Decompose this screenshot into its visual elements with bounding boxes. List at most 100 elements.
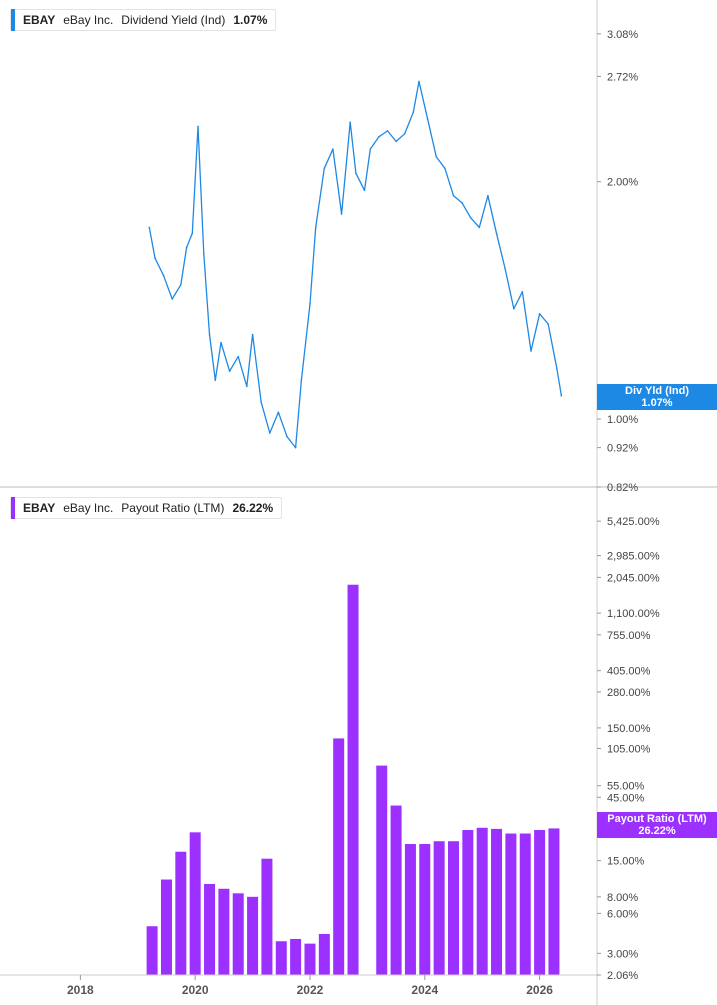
- payout-legend-value: 26.22%: [232, 501, 274, 515]
- payout-legend-ticker: EBAY: [23, 501, 56, 515]
- dividend-yield-point: [395, 140, 397, 143]
- payout-legend: EBAY eBay Inc. Payout Ratio (LTM) 26.22%: [10, 497, 283, 519]
- y-tick-label: 15.00%: [607, 856, 645, 868]
- dividend-yield-point: [452, 194, 455, 197]
- dividend-yield-point: [237, 355, 240, 358]
- payout-ratio-bar: [519, 833, 531, 975]
- payout-ratio-bar: [189, 832, 201, 975]
- y-tick-label: 0.82%: [607, 482, 638, 494]
- dividend-yield-point: [228, 370, 231, 372]
- y-tick-label: 2.06%: [607, 970, 638, 982]
- y-tick-label: 2,045.00%: [607, 572, 660, 584]
- dividend-yield-point: [530, 350, 532, 352]
- y-tick-label: 6.00%: [607, 908, 638, 920]
- dividend-yield-point: [294, 446, 297, 449]
- dividend-yield-point: [349, 121, 351, 123]
- x-tick-label: 2018: [67, 983, 94, 997]
- payout-ratio-bar: [160, 879, 172, 975]
- dividend-yield-point: [363, 189, 366, 192]
- payout-bars-layer: [146, 584, 560, 975]
- x-tick-label: 2024: [411, 983, 438, 997]
- dividend-yield-point: [191, 232, 194, 235]
- payout-ratio-bar: [419, 844, 431, 975]
- payout-ratio-bar: [534, 830, 546, 975]
- x-tick-label: 2026: [526, 983, 553, 997]
- dividend-yield-point: [340, 213, 343, 215]
- dividend-yield-point: [251, 333, 254, 336]
- dividend-yield-point: [403, 133, 406, 135]
- payout-ratio-bar: [175, 851, 187, 975]
- dividend-yield-point: [444, 167, 446, 170]
- dividend-yield-point: [185, 246, 188, 249]
- dividend-yield-point: [202, 253, 205, 255]
- payout-ratio-bar: [491, 828, 503, 975]
- payout-ratio-bar: [476, 827, 488, 975]
- dividend-yield-point: [300, 379, 303, 382]
- dividend-yield-point: [412, 111, 415, 114]
- yield-legend-ticker: EBAY: [23, 13, 56, 27]
- x-tick-label: 2020: [182, 983, 209, 997]
- dividend-yield-point: [378, 136, 380, 138]
- dividend-yield-point: [435, 156, 438, 158]
- y-tick-label: 45.00%: [607, 792, 645, 804]
- payout-ratio-bar: [347, 584, 359, 975]
- payout-ratio-bar: [404, 844, 416, 975]
- payout-ratio-bar: [261, 858, 273, 975]
- payout-ratio-bar: [304, 943, 316, 975]
- dividend-yield-point: [332, 148, 334, 150]
- yield-legend-metric: Dividend Yield (Ind): [121, 13, 226, 27]
- dividend-yield-point: [268, 432, 271, 434]
- y-tick-label: 755.00%: [607, 630, 651, 642]
- payout-legend-color: [11, 497, 15, 519]
- y-tick-label: 8.00%: [607, 892, 638, 904]
- dividend-yield-point: [469, 216, 472, 219]
- y-tick-label: 105.00%: [607, 743, 651, 755]
- payout-ratio-bar: [232, 893, 244, 975]
- payout-ratio-bar: [333, 738, 345, 975]
- dividend-yield-point: [286, 435, 288, 438]
- yield-value-badge: Div Yld (Ind) 1.07%: [597, 384, 717, 410]
- payout-ratio-bar: [548, 828, 560, 975]
- dividend-yield-point: [220, 341, 222, 344]
- dividend-yield-point: [208, 333, 211, 336]
- y-tick-label: 280.00%: [607, 687, 651, 699]
- dividend-yield-point: [277, 411, 280, 414]
- y-tick-label: 0.92%: [607, 443, 638, 455]
- yield-legend-color: [11, 9, 15, 31]
- dividend-yield-line: [148, 80, 563, 449]
- yield-legend-value: 1.07%: [233, 13, 268, 27]
- dividend-yield-point: [495, 232, 498, 235]
- y-tick-label: 1.00%: [607, 414, 638, 426]
- yield-line-layer: [148, 80, 563, 449]
- payout-badge-value: 26.22%: [638, 825, 676, 837]
- dividend-yield-point: [556, 367, 558, 370]
- y-tick-label: 2,985.00%: [607, 551, 660, 563]
- dividend-yield-point: [560, 395, 563, 397]
- dividend-yield-point: [180, 284, 182, 286]
- dividend-yield-point: [386, 130, 389, 132]
- dividend-yield-point: [547, 323, 550, 325]
- dividend-yield-point: [521, 291, 524, 293]
- payout-badge-label: Payout Ratio (LTM): [607, 813, 707, 825]
- dividend-yield-point: [246, 385, 248, 388]
- x-tick-label: 2022: [297, 983, 324, 997]
- y-tick-label: 2.72%: [607, 71, 638, 83]
- payout-ratio-bar: [146, 926, 158, 975]
- payout-ratio-bar: [505, 833, 517, 975]
- payout-ratio-bar: [376, 765, 388, 975]
- payout-ratio-bar: [275, 941, 287, 975]
- dividend-yield-point: [369, 148, 372, 150]
- dividend-yield-point: [197, 125, 199, 128]
- dividend-yield-point: [260, 401, 262, 404]
- dividend-yield-point: [314, 226, 317, 229]
- dividend-yield-point: [323, 167, 326, 170]
- y-tick-label: 1,100.00%: [607, 608, 660, 620]
- y-tick-label: 3.08%: [607, 29, 638, 41]
- payout-ratio-bar: [390, 805, 402, 975]
- payout-ratio-bar: [433, 841, 445, 975]
- dividend-yield-point: [461, 202, 463, 204]
- dividend-yield-point: [162, 274, 165, 277]
- dividend-yield-point: [154, 257, 156, 259]
- payout-ratio-bar: [218, 888, 230, 975]
